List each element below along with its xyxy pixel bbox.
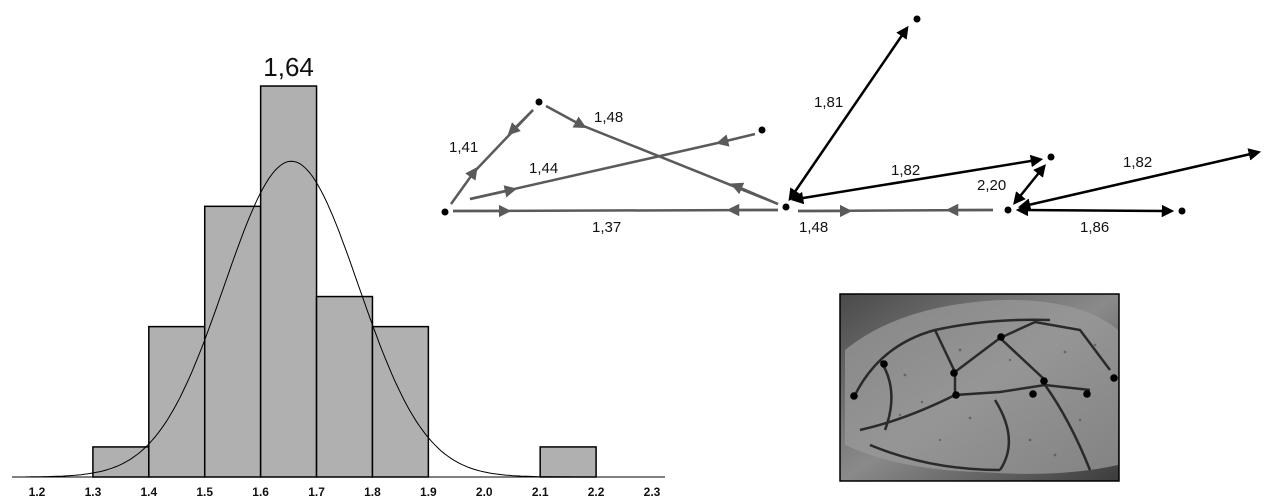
- left-vector-diagram: 1,41 1,48 1,44 1,37: [441, 98, 790, 236]
- vector-arrow: [1013, 164, 1046, 205]
- vector-label: 1,44: [529, 160, 558, 177]
- vector-label: 1,41: [449, 139, 478, 156]
- histogram: 1.2 1.3 1.4 1.5 1.6 1.7 1.8 1.9 2.0 2.1 2.2 2.3 1,6…: [12, 52, 665, 499]
- vector-arrow: [1017, 148, 1262, 211]
- landmark-point: [1178, 207, 1186, 215]
- vector-arrow: [788, 25, 909, 202]
- histogram-bar: [203, 205, 262, 478]
- vector-arrow: [715, 132, 756, 147]
- vector-label: 1,81: [814, 94, 843, 111]
- peak-label: 1,64: [263, 52, 314, 82]
- landmark-point: [758, 126, 766, 134]
- photo-landmarks: [850, 333, 1118, 400]
- x-tick-label: 1.8: [364, 485, 381, 499]
- right-vector-diagram: 1,81 1,82 2,20 1,82 1,48 1,86: [788, 15, 1262, 236]
- vector-label: 1,86: [1080, 219, 1109, 236]
- vector-arrow: [730, 182, 779, 206]
- vector-label: 1,82: [891, 162, 920, 179]
- x-tick-label: 1.3: [85, 485, 102, 499]
- vector-label: 1,48: [799, 219, 828, 236]
- x-tick-label: 1.4: [140, 485, 157, 499]
- vector-arrow: [545, 104, 587, 128]
- scale-texture: [898, 343, 1097, 457]
- x-tick-labels: 1.2 1.3 1.4 1.5 1.6 1.7 1.8 1.9 2.0 2.1 2.2 2.3: [29, 485, 661, 499]
- vector-line: [473, 109, 534, 173]
- x-tick-label: 2.0: [476, 485, 493, 499]
- landmark-point: [913, 15, 921, 23]
- x-tick-label: 1.9: [420, 485, 437, 499]
- landmark-point: [1047, 153, 1055, 161]
- vector-label: 1,48: [594, 109, 623, 126]
- x-tick-label: 1.5: [196, 485, 213, 499]
- head-silhouette: [845, 299, 1118, 474]
- x-tick-label: 2.2: [588, 485, 605, 499]
- lizard-head-photo: [839, 293, 1120, 482]
- x-tick-label: 2.3: [644, 485, 661, 499]
- landmark-point: [441, 208, 449, 216]
- x-tick-label: 1.7: [308, 485, 325, 499]
- histogram-bar: [315, 295, 374, 478]
- vector-arrow: [1015, 203, 1175, 218]
- scale-outlines: [853, 318, 1111, 472]
- vector-arrow: [449, 166, 478, 205]
- histogram-bar: [371, 325, 430, 478]
- vector-label: 2,20: [977, 177, 1006, 194]
- vector-label: 1,82: [1123, 154, 1152, 171]
- landmark-point: [782, 203, 790, 211]
- landmark-point: [535, 98, 543, 106]
- histogram-bars: [92, 85, 597, 478]
- histogram-bar: [259, 85, 318, 478]
- vector-arrow: [790, 154, 1044, 205]
- landmark-point: [1004, 206, 1012, 214]
- vector-arrow: [469, 185, 518, 201]
- x-tick-label: 1.2: [29, 485, 46, 499]
- x-tick-label: 2.1: [532, 485, 549, 499]
- x-tick-label: 1.6: [252, 485, 269, 499]
- histogram-bar: [148, 325, 206, 478]
- vector-label: 1,37: [592, 219, 621, 236]
- histogram-bar: [539, 446, 597, 478]
